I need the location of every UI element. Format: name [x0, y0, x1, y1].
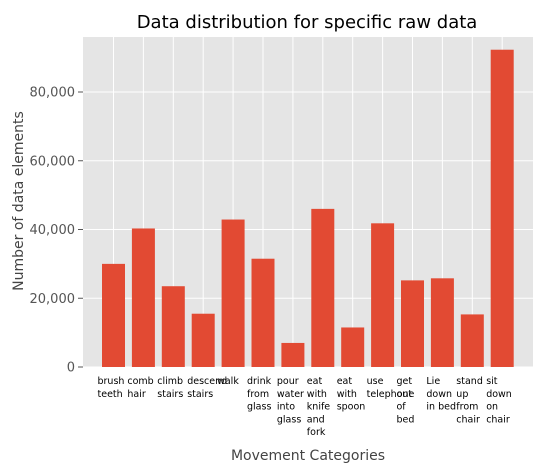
y-axis-title: Number of data elements	[11, 111, 27, 291]
x-tick-label: climb stairs	[157, 376, 183, 400]
y-tick-label: 60,000	[30, 154, 76, 169]
bar-eat-with-knife-and-fork	[311, 208, 335, 367]
x-tick-label: walk	[217, 376, 239, 387]
y-tick-label: 80,000	[30, 86, 76, 101]
y-tick-label: 0	[67, 361, 75, 376]
x-tick-label: comb hair	[127, 376, 153, 400]
bar-walk	[221, 219, 245, 367]
x-tick-label: descend stairs	[187, 376, 227, 400]
y-tick-label: 40,000	[30, 223, 76, 238]
x-tick-label: get out of bed	[397, 376, 415, 425]
x-tick-label: sit down on chair	[486, 376, 512, 425]
x-tick-label: eat with spoon	[337, 376, 366, 413]
bar-sit-down-on-chair	[490, 49, 514, 367]
chart-title: Data distribution for specific raw data	[137, 12, 478, 33]
bar-comb-hair	[131, 228, 155, 367]
bars	[102, 49, 514, 367]
bar-pour-water-into-glass	[281, 342, 305, 367]
x-tick-label: pour water into glass	[277, 376, 304, 425]
x-tick-label: stand up from chair	[456, 376, 483, 425]
bar-descend-stairs	[191, 313, 215, 367]
bar-use-telephone	[371, 223, 395, 367]
x-tick-label: use telephone	[367, 376, 415, 400]
y-tick-label: 20,000	[30, 292, 76, 307]
x-tick-label: brush teeth	[98, 376, 125, 400]
y-axis-ticks: 0 20,000 40,000 60,000 80,000	[30, 86, 83, 376]
bar-lie-down-in-bed	[430, 278, 454, 367]
bar-get-out-of-bed	[401, 280, 424, 367]
bar-climb-stairs	[161, 286, 185, 367]
x-tick-label: eat with knife and fork	[307, 376, 331, 438]
x-tick-label: Lie down in bed	[426, 376, 456, 413]
bar-drink-from-glass	[251, 258, 275, 367]
x-axis-title: Movement Categories	[231, 448, 385, 464]
bar-brush-teeth	[102, 263, 125, 367]
bar-stand-up-from-chair	[460, 314, 484, 367]
x-tick-label: drink from glass	[247, 376, 272, 413]
bar-eat-with-spoon	[341, 327, 365, 367]
